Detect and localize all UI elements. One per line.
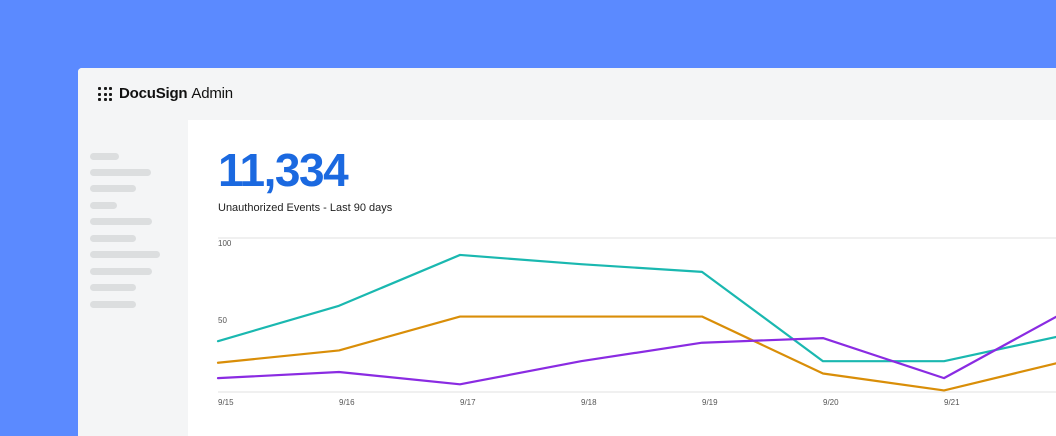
top-bar: DocuSign Admin xyxy=(78,68,1056,120)
y-tick-label: 100 xyxy=(218,239,232,248)
sidebar-item-placeholder[interactable] xyxy=(90,268,152,275)
x-tick-label: 9/20 xyxy=(823,398,839,407)
event-count: 11,334 xyxy=(218,144,349,196)
sidebar-item-placeholder[interactable] xyxy=(90,202,117,209)
sidebar-item-placeholder[interactable] xyxy=(90,185,136,192)
app-window: DocuSign Admin 11,334 Unauthorized Events… xyxy=(78,68,1056,436)
y-tick-label: 50 xyxy=(218,316,227,325)
brand-logo[interactable]: DocuSign Admin xyxy=(119,85,233,102)
events-line-chart: 100 50 9/15 9/16 9/17 9/18 9/19 9/20 9/21 xyxy=(216,237,1056,407)
brand-name: DocuSign xyxy=(119,85,188,102)
x-tick-label: 9/18 xyxy=(581,398,597,407)
grid-icon[interactable] xyxy=(98,87,112,101)
brand-product: Admin xyxy=(191,85,233,102)
x-tick-label: 9/19 xyxy=(702,398,718,407)
sidebar-item-placeholder[interactable] xyxy=(90,235,136,242)
event-count-label: Unauthorized Events - Last 90 days xyxy=(218,202,393,214)
sidebar-item-placeholder[interactable] xyxy=(90,284,136,291)
sidebar-item-placeholder[interactable] xyxy=(90,218,152,225)
sidebar xyxy=(78,120,188,436)
dashboard-panel: 11,334 Unauthorized Events - Last 90 day… xyxy=(188,120,1056,436)
x-tick-label: 9/21 xyxy=(944,398,960,407)
series-line-3[interactable] xyxy=(216,312,1056,386)
series-line-2[interactable] xyxy=(216,315,1056,392)
sidebar-item-placeholder[interactable] xyxy=(90,169,151,176)
sidebar-item-placeholder[interactable] xyxy=(90,251,160,258)
x-tick-label: 9/17 xyxy=(460,398,476,407)
x-tick-label: 9/15 xyxy=(218,398,234,407)
sidebar-item-placeholder[interactable] xyxy=(90,301,136,308)
x-tick-label: 9/16 xyxy=(339,398,355,407)
series-line-1[interactable] xyxy=(216,253,1056,363)
sidebar-item-placeholder[interactable] xyxy=(90,153,119,160)
